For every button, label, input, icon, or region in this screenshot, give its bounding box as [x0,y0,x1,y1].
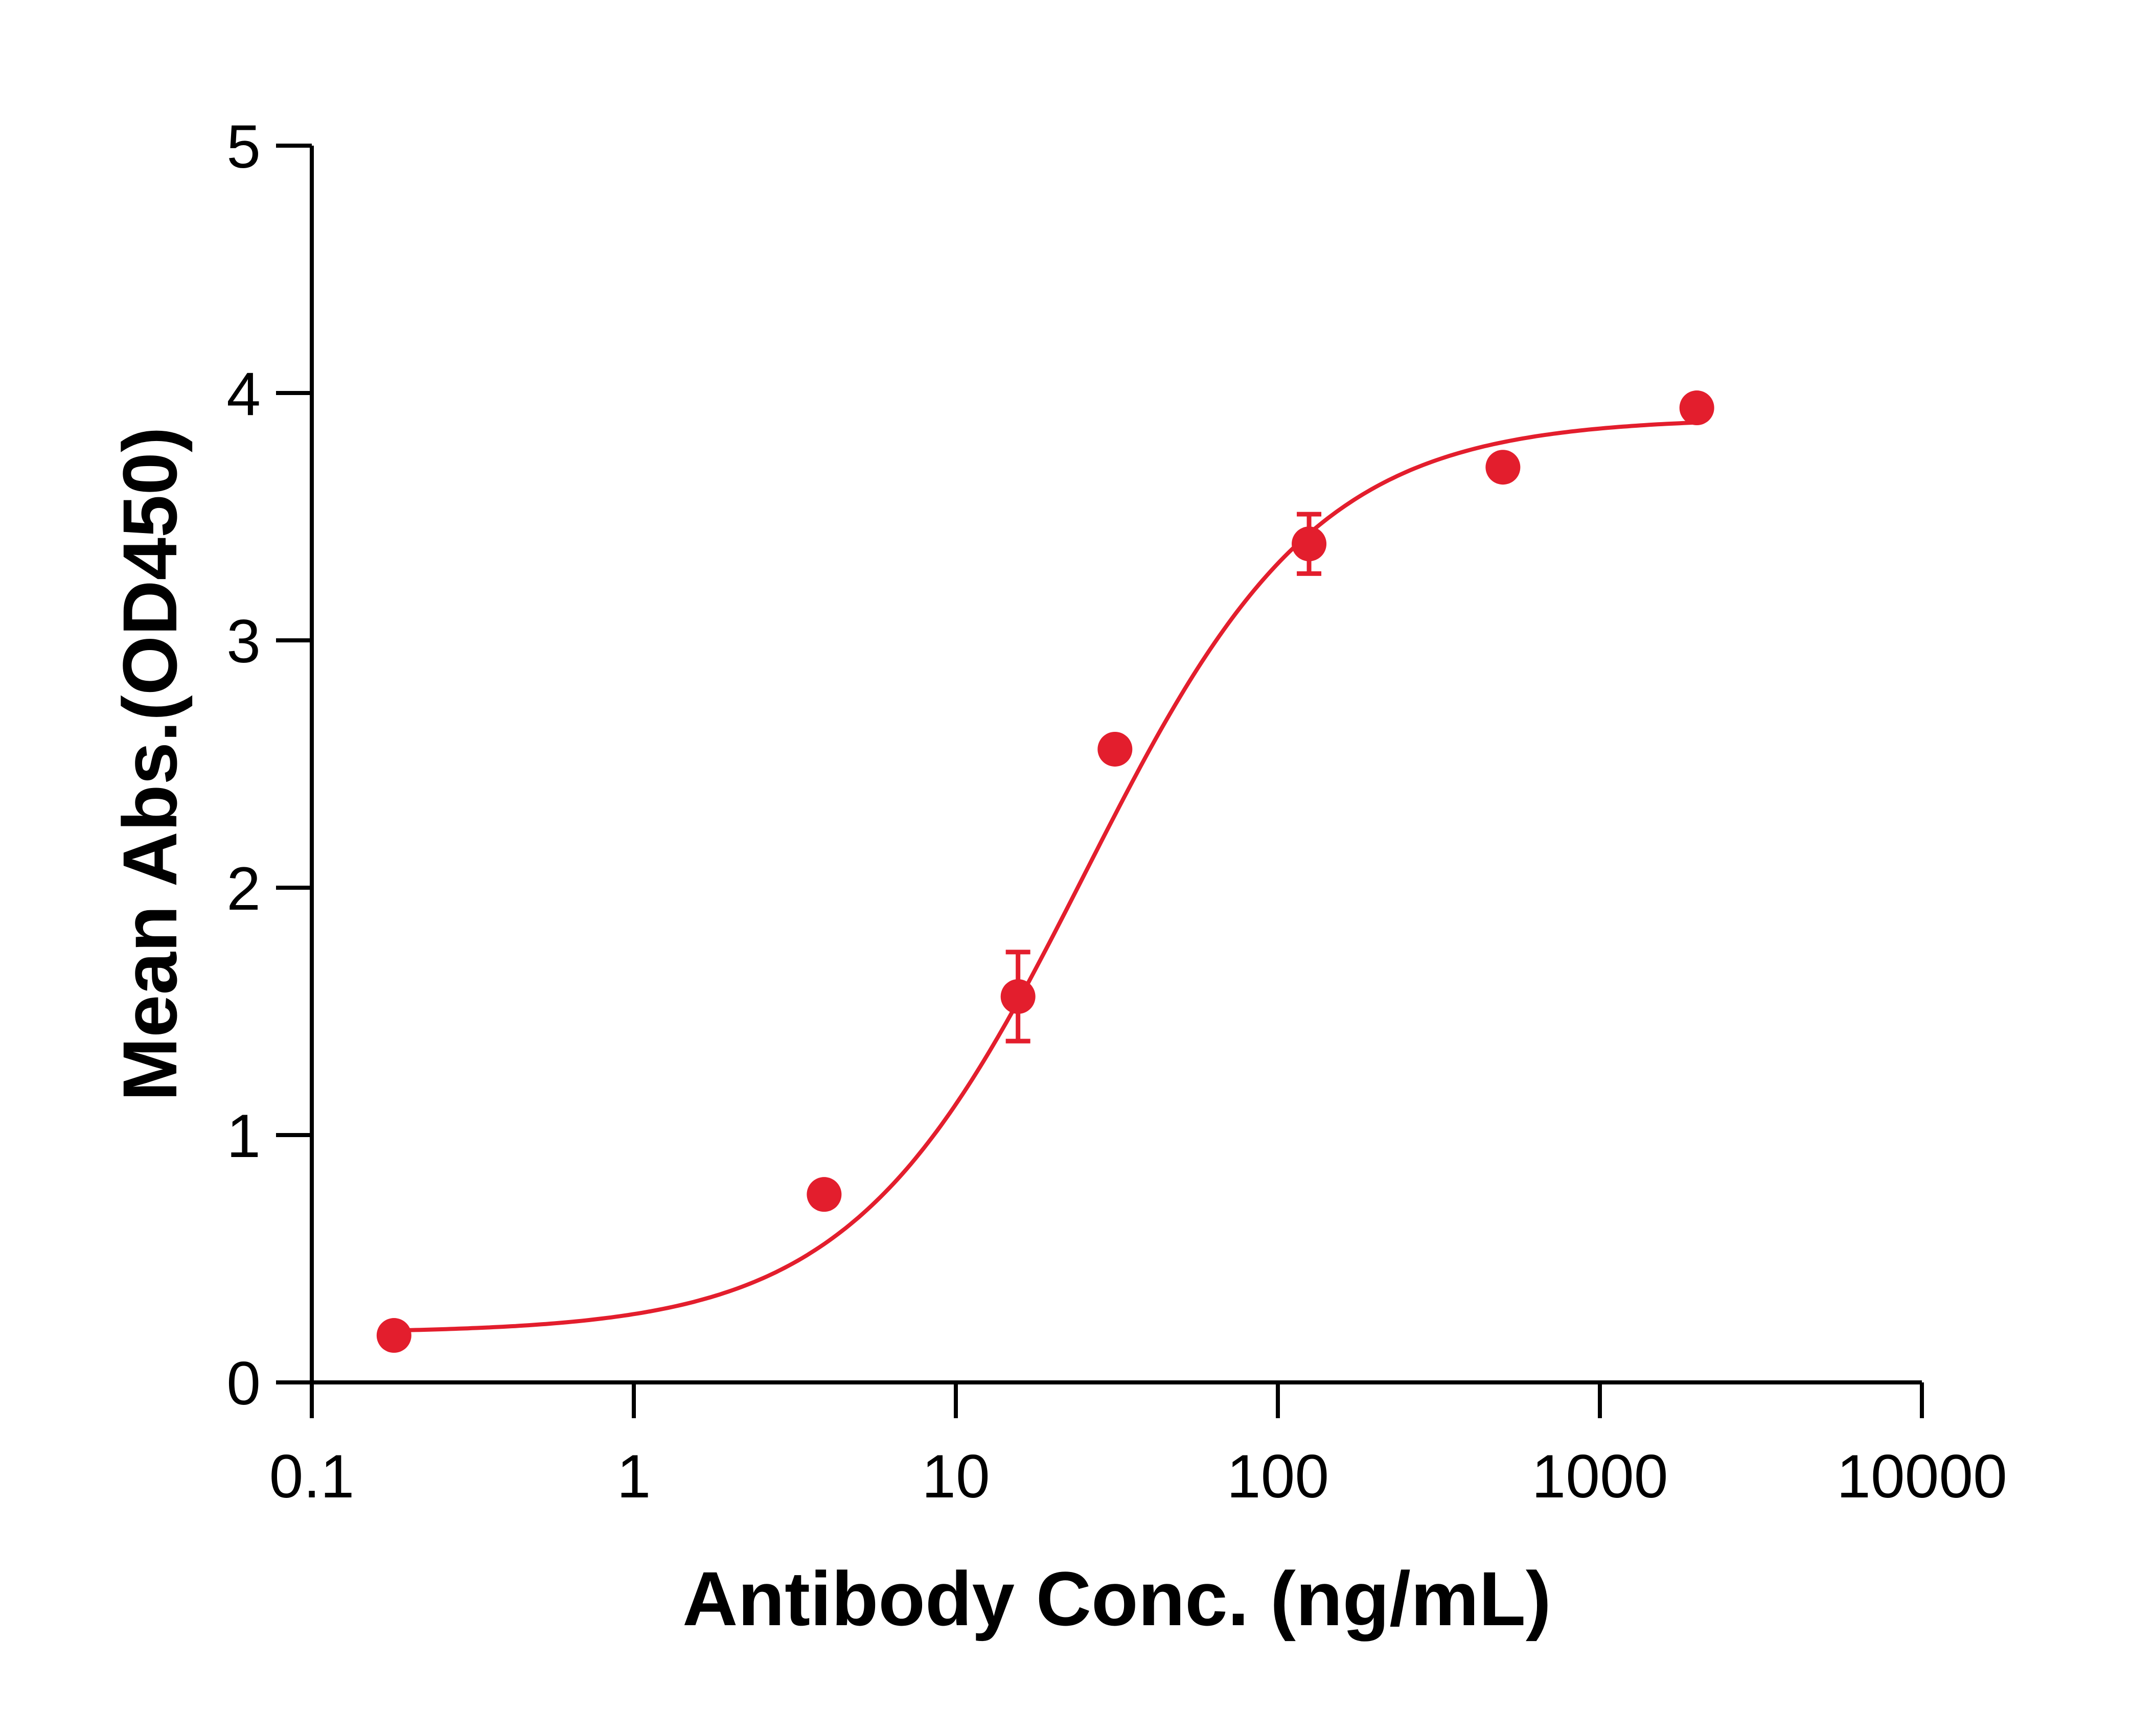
x-tick-label: 10000 [1837,1442,2007,1511]
x-tick-label: 1000 [1532,1442,1668,1511]
fit-curve [394,420,1697,1333]
x-tick-label: 10 [922,1442,990,1511]
y-tick-label: 5 [226,112,261,181]
data-points-layer [376,390,1714,1353]
y-axis-title: Mean Abs.(OD450) [107,427,193,1101]
y-tick-label: 0 [226,1349,261,1418]
data-point [1292,526,1327,562]
data-point [1097,731,1133,767]
fit-curve-layer [394,420,1697,1333]
data-point [807,1177,842,1212]
y-tick-label: 2 [226,854,261,923]
data-point [1679,390,1714,426]
data-point [1000,979,1036,1014]
y-tick-label: 1 [226,1102,261,1170]
y-tick-label: 3 [226,607,261,676]
data-point [376,1318,411,1353]
x-axis-title: Antibody Conc. (ng/mL) [682,1556,1551,1642]
data-point [1485,450,1521,485]
y-tick-label: 4 [226,360,261,428]
ticks: 0.1 1 10 100 1000 10000 0 1 2 3 4 5 [226,112,2007,1511]
axes [310,146,1922,1384]
x-tick-label: 100 [1227,1442,1329,1511]
x-tick-label: 1 [617,1442,651,1511]
x-tick-label: 0.1 [269,1442,355,1511]
